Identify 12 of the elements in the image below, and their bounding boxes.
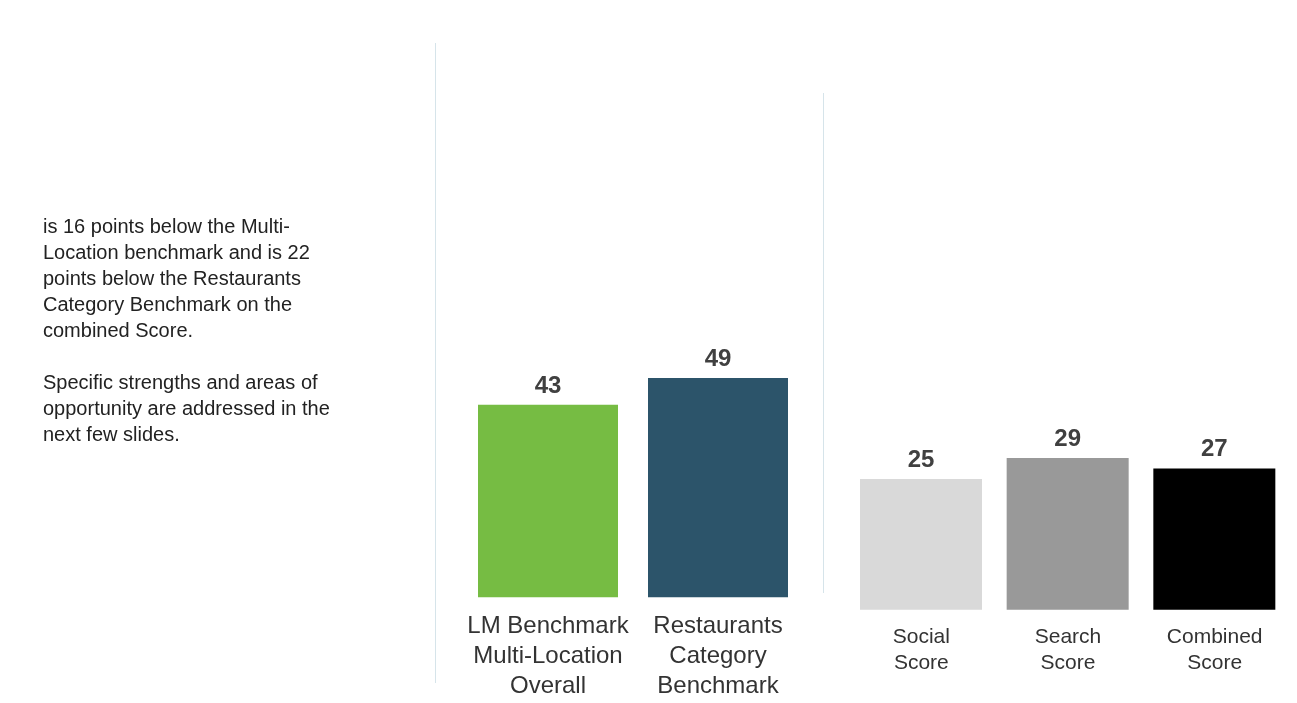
data-label: 49 bbox=[704, 344, 732, 371]
x-tick-label: Search Score bbox=[1034, 623, 1102, 674]
text: is 16 points below the Multi-Location benchmark and is 22 points below the Restaurants Category Benchmark on the combined Score. bbox=[43, 214, 311, 343]
data-label: 25 bbox=[907, 444, 935, 472]
text: Specific strengths and areas of opportunity are addressed in the next few slides. bbox=[43, 370, 331, 447]
x-tick-label: Restaurants Category Benchmark bbox=[653, 611, 783, 699]
x-tick-label: LM Benchmark Multi-Location Overall bbox=[467, 611, 630, 699]
data-label: 27 bbox=[1200, 434, 1228, 462]
data-label: 43 bbox=[534, 370, 562, 398]
data-label: 29 bbox=[1054, 424, 1082, 451]
x-tick-label: Combined Score bbox=[1166, 623, 1263, 674]
x-tick-label: Social Score bbox=[892, 623, 950, 674]
